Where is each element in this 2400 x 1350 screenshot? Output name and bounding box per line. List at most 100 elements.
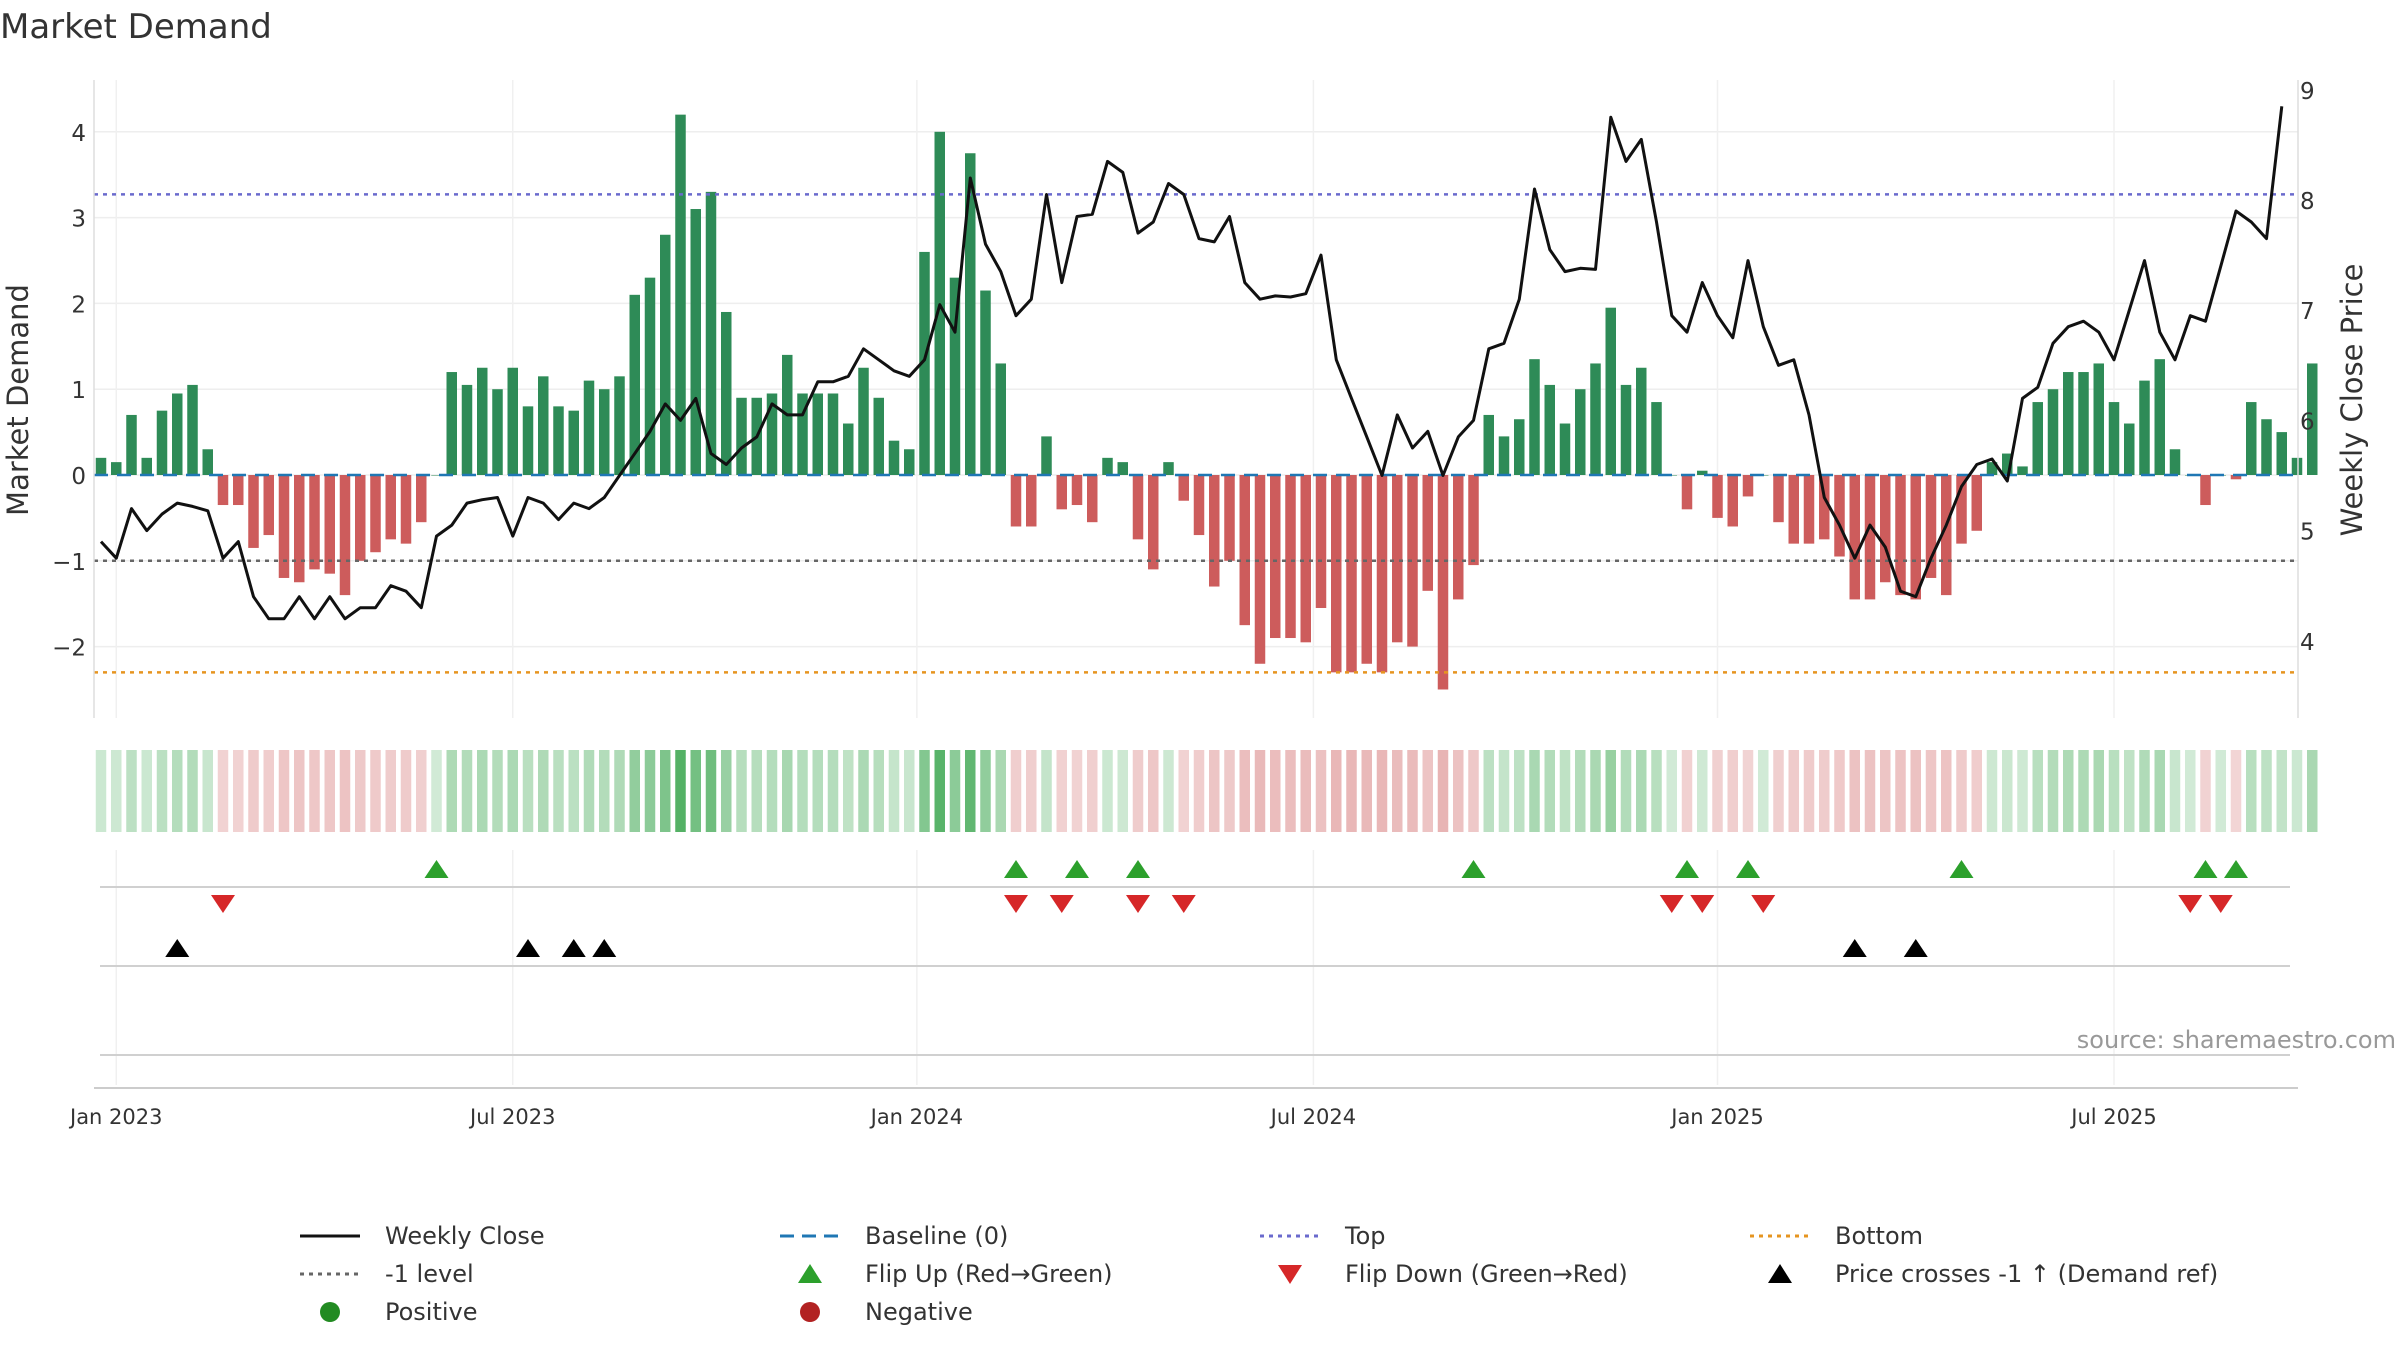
demand-bar <box>111 462 122 475</box>
heat-cell <box>431 750 442 832</box>
demand-bar <box>1712 475 1723 518</box>
heat-cell <box>278 750 290 832</box>
legend-label: Price crosses -1 ↑ (Demand ref) <box>1835 1260 2219 1288</box>
y-tick-right: 9 <box>2300 79 2315 105</box>
legend-minus-one[interactable]: -1 level <box>300 1260 474 1288</box>
heat-cell <box>1407 750 1418 832</box>
heat-cell <box>1773 750 1784 832</box>
demand-bar <box>1880 475 1891 583</box>
reference-lines <box>94 193 2298 674</box>
dot-icon <box>800 1302 820 1322</box>
demand-bar <box>949 277 961 475</box>
demand-bar <box>568 410 579 475</box>
demand-bar <box>843 423 854 475</box>
legend-negative[interactable]: Negative <box>780 1298 973 1326</box>
demand-bar <box>766 393 778 475</box>
heat-cell <box>2063 750 2074 832</box>
heat-cell <box>1300 750 1311 832</box>
weekly-close-line <box>99 106 2284 621</box>
demand-bar <box>477 367 488 475</box>
demand-bar <box>721 311 732 475</box>
legend-weekly-close[interactable]: Weekly Close <box>300 1222 545 1250</box>
demand-bar <box>553 406 564 475</box>
event-markers <box>94 860 2298 1089</box>
demand-bar <box>797 393 808 475</box>
heat-cell <box>1239 750 1250 832</box>
demand-bar <box>599 389 610 475</box>
heat-cell <box>705 750 717 832</box>
heat-cell <box>1758 750 1769 832</box>
heat-cell <box>1880 750 1891 832</box>
heat-cell <box>660 750 671 832</box>
heat-cell <box>843 750 854 832</box>
heat-cell <box>2108 750 2120 832</box>
legend-flip-down[interactable]: Flip Down (Green→Red) <box>1260 1260 1628 1288</box>
legend-price-cross[interactable]: Price crosses -1 ↑ (Demand ref) <box>1750 1260 2218 1288</box>
heat-cell <box>187 750 198 832</box>
demand-bar <box>1925 475 1937 578</box>
legend-label: Flip Up (Red→Green) <box>865 1260 1113 1288</box>
dot-icon <box>320 1302 340 1322</box>
flip-up-marker <box>1461 860 1486 878</box>
demand-bar <box>1681 475 1693 510</box>
heat-cell <box>644 750 656 832</box>
demand-bar <box>1864 475 1876 600</box>
heat-cell <box>1422 750 1433 832</box>
demand-bar <box>2124 423 2135 475</box>
demand-bar <box>2017 466 2028 475</box>
heat-cell <box>1544 750 1555 832</box>
heat-cell <box>1010 750 1022 832</box>
demand-bar <box>2291 457 2303 475</box>
heat-cell <box>2017 750 2028 832</box>
heat-cell <box>858 750 869 832</box>
demand-bar <box>1422 475 1433 591</box>
heat-cell <box>675 750 686 832</box>
heat-cell <box>111 750 122 832</box>
legend-bottom[interactable]: Bottom <box>1750 1222 1923 1250</box>
demand-bar <box>233 475 244 506</box>
y-tick-right: 4 <box>2300 630 2315 656</box>
flip-down-marker <box>1690 895 1715 913</box>
demand-bar <box>1575 389 1586 475</box>
demand-bar <box>1636 367 1647 475</box>
heat-cell <box>1346 750 1357 832</box>
heat-cell <box>1071 750 1083 832</box>
heat-cell <box>736 750 747 832</box>
legend-label: Bottom <box>1835 1222 1924 1250</box>
heat-cell <box>2185 750 2196 832</box>
heat-cell <box>1483 750 1494 832</box>
demand-bar <box>1453 475 1464 600</box>
legend-baseline[interactable]: Baseline (0) <box>780 1222 1008 1250</box>
heat-cell <box>1270 750 1281 832</box>
demand-bar <box>1132 475 1144 540</box>
heat-cell <box>934 750 945 832</box>
legend-flip-up[interactable]: Flip Up (Red→Green) <box>780 1260 1113 1288</box>
x-tick-label: Jul 2025 <box>2069 1105 2156 1129</box>
demand-bar <box>1697 470 1708 475</box>
legend-top[interactable]: Top <box>1260 1222 1386 1250</box>
flip-down-marker <box>1049 895 1074 913</box>
price-cross-marker <box>561 939 586 957</box>
demand-bar <box>1239 475 1250 626</box>
heat-cell <box>217 750 229 832</box>
heat-cell <box>156 750 168 832</box>
heat-cell <box>995 750 1006 832</box>
demand-bar <box>1300 475 1311 643</box>
x-tick-label: Jan 2025 <box>1669 1105 1764 1129</box>
demand-bar <box>690 209 701 475</box>
demand-bar <box>1056 475 1067 510</box>
weekly-close-series <box>99 106 2284 621</box>
heat-cell <box>1132 750 1144 832</box>
heat-cell <box>827 750 839 832</box>
x-tick-label: Jan 2024 <box>869 1105 964 1129</box>
heat-cell <box>2276 750 2287 832</box>
demand-bar <box>1651 402 1662 475</box>
legend-positive[interactable]: Positive <box>300 1298 478 1326</box>
heat-cell <box>1651 750 1662 832</box>
demand-bar <box>522 406 534 475</box>
heat-cell <box>477 750 488 832</box>
demand-heat-strip <box>95 750 2318 832</box>
demand-bar <box>507 367 518 475</box>
heat-cell <box>1834 750 1845 832</box>
heat-cell <box>2093 750 2104 832</box>
